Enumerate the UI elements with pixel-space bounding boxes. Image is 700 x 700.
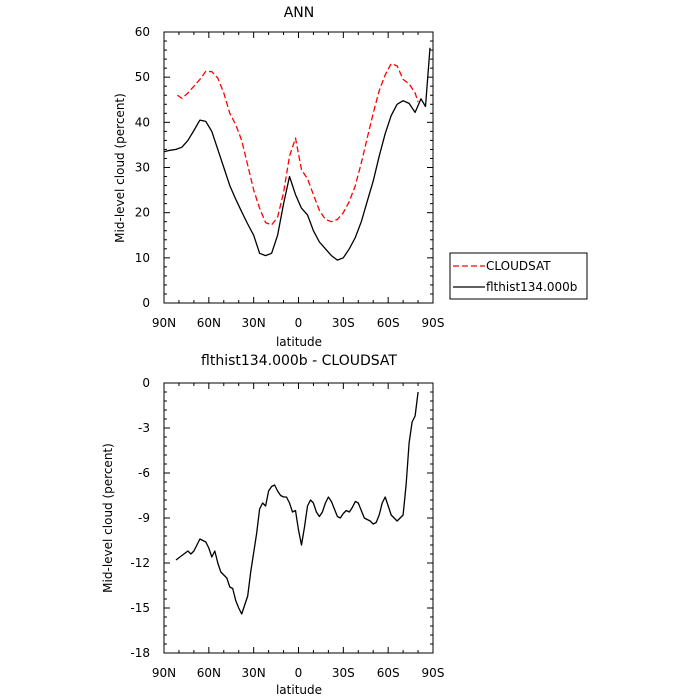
top-y-tick-label: 30 — [135, 161, 150, 175]
bottom-x-tick-label: 90S — [422, 666, 445, 680]
bottom-y-tick-label: -9 — [138, 511, 150, 525]
top-y-tick-label: 40 — [135, 115, 150, 129]
top-series-line-1 — [177, 62, 419, 226]
top-x-tick-label: 30N — [242, 316, 266, 330]
bottom-plot-frame — [163, 382, 434, 654]
top-x-tick-label: 0 — [295, 316, 303, 330]
bottom-y-axis-label: Mid-level cloud (percent) — [101, 443, 115, 593]
bottom-y-tick-label: 0 — [142, 376, 150, 390]
bottom-y-tick-label: -6 — [138, 466, 150, 480]
legend-label-model: flthist134.000b — [486, 280, 577, 294]
top-y-tick-label: 0 — [142, 296, 150, 310]
bottom-y-axis: -18 -15 -12 -9 -6 -3 0 — [130, 376, 433, 660]
bottom-x-tick-label: 60S — [377, 666, 400, 680]
top-series-line-2 — [163, 47, 431, 261]
top-x-tick-label: 60N — [197, 316, 221, 330]
bottom-panel: flthist134.000b - CLOUDSAT -18 -15 -12 -9 -6… — [101, 353, 444, 697]
top-y-axis: 0 10 20 30 40 50 60 — [135, 25, 433, 310]
top-y-tick-label: 20 — [135, 206, 150, 220]
top-panel: ANN 0 10 20 30 40 50 60 90N 60N 30N 0 30S 60S 90S la… — [113, 5, 444, 349]
bottom-series-group — [175, 391, 419, 615]
bottom-x-axis: 90N 60N 30N 0 30S 60S 90S — [152, 383, 445, 680]
legend-box — [449, 252, 588, 300]
top-x-tick-label: 90S — [422, 316, 445, 330]
bottom-x-tick-label: 0 — [295, 666, 303, 680]
top-x-tick-label: 30S — [332, 316, 355, 330]
bottom-x-tick-label: 30S — [332, 666, 355, 680]
bottom-series-line-1 — [175, 391, 419, 615]
bottom-x-tick-label: 30N — [242, 666, 266, 680]
top-series-group — [163, 47, 431, 261]
top-y-axis-label: Mid-level cloud (percent) — [113, 93, 127, 243]
legend: CLOUDSAT flthist134.000b — [449, 252, 588, 300]
top-x-axis-label: latitude — [276, 335, 322, 349]
top-x-tick-label: 90N — [152, 316, 176, 330]
top-y-tick-label: 60 — [135, 25, 150, 39]
legend-label-cloudsat: CLOUDSAT — [486, 259, 551, 273]
top-y-tick-label: 50 — [135, 70, 150, 84]
top-x-tick-label: 60S — [377, 316, 400, 330]
bottom-x-axis-label: latitude — [276, 683, 322, 697]
bottom-y-tick-label: -12 — [130, 556, 150, 570]
top-y-tick-label: 10 — [135, 251, 150, 265]
bottom-x-tick-label: 90N — [152, 666, 176, 680]
bottom-y-tick-label: -18 — [130, 646, 150, 660]
bottom-x-tick-label: 60N — [197, 666, 221, 680]
top-chart-title: ANN — [284, 5, 315, 21]
bottom-chart-title: flthist134.000b - CLOUDSAT — [201, 353, 397, 369]
top-x-axis: 90N 60N 30N 0 30S 60S 90S — [152, 32, 445, 330]
bottom-y-tick-label: -15 — [130, 601, 150, 615]
bottom-y-tick-label: -3 — [138, 421, 150, 435]
